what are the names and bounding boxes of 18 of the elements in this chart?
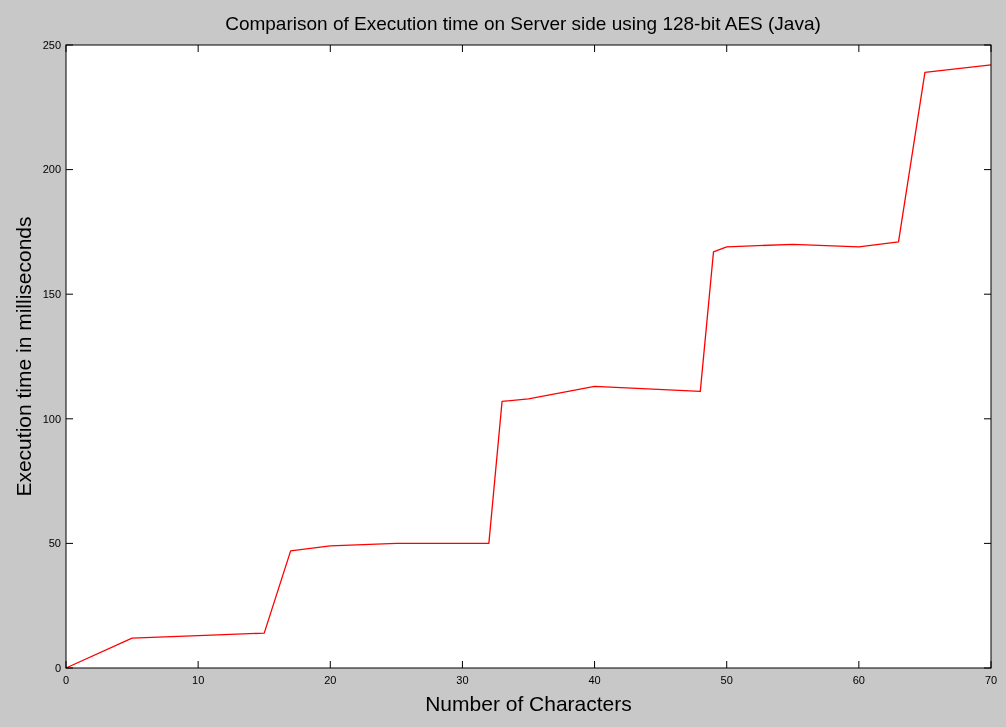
x-tick-label: 10 [192,674,205,686]
line-series [65,64,992,669]
x-tick-label: 20 [324,674,337,686]
y-tick-label: 250 [42,38,61,51]
x-tick-label: 0 [62,674,70,686]
x-axis-title: Number of Characters [425,692,632,715]
x-tick-label: 60 [852,674,865,686]
x-tick-label: 50 [720,674,733,686]
chart-title: Comparison of Execution time on Server side using 128-bit AES (Java) [225,13,821,34]
y-tick-label: 200 [42,163,61,176]
y-tick-label: 0 [54,661,61,674]
x-tick-label: 30 [456,674,469,686]
x-tick-label: 40 [588,674,601,686]
y-tick-label: 50 [48,537,61,550]
y-tick-label: 100 [42,412,61,425]
y-tick-label: 150 [42,288,61,301]
y-axis-title: Execution time in milliseconds [12,216,35,497]
x-tick-label: 70 [984,674,998,686]
